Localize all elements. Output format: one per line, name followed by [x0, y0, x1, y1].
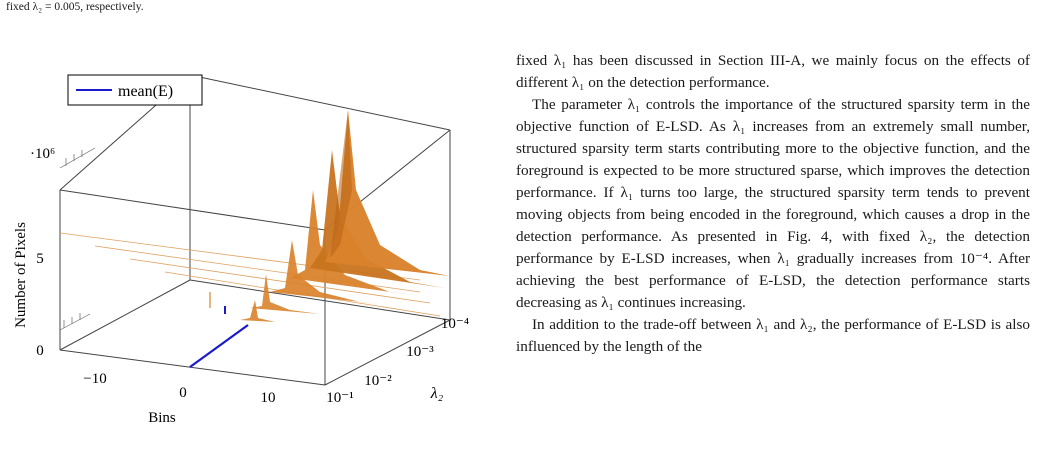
xlabel: Bins — [148, 410, 176, 426]
ylabel: Number of Pixels — [13, 222, 29, 328]
histogram-3d-figure: 0 5 ·10⁶ −10 0 10 10⁻⁴ 10⁻³ 10⁻² 10⁻¹ Nu… — [0, 30, 470, 450]
paragraph-3: In addition to the trade-off between λ₁ … — [516, 316, 1030, 355]
y-tick-0: 0 — [36, 343, 44, 359]
mean-e-line — [189, 324, 249, 368]
surface-lambda-1e-2 — [250, 274, 320, 314]
legend-label: mean(E) — [118, 83, 173, 100]
z-tick-1e-4: 10⁻⁴ — [441, 316, 469, 332]
x-tick-0: 0 — [179, 385, 187, 401]
minor-ticks — [59, 147, 96, 331]
y-tick-5: 5 — [36, 251, 44, 267]
legend: mean(E) — [67, 74, 203, 106]
spikes — [209, 292, 226, 314]
z-tick-1e-3: 10⁻³ — [406, 344, 434, 360]
surface-lambda-1e-4 — [325, 110, 450, 276]
paragraph-1: fixed λ₁ has been discussed in Section I… — [516, 52, 1030, 91]
scale-label: ·10⁶ — [30, 146, 55, 162]
x-tick-10: 10 — [261, 390, 276, 406]
paragraph-2: The parameter λ₁ controls the importance… — [516, 96, 1030, 311]
caption-fragment: fixed λ₂ = 0.005, respectively. — [6, 1, 144, 13]
z-tick-1e-1: 10⁻¹ — [326, 390, 353, 406]
x-tick-neg10: −10 — [83, 371, 106, 387]
surface-lambda-1e-1 — [240, 300, 275, 322]
histogram-3d-plot: 0 5 ·10⁶ −10 0 10 10⁻⁴ 10⁻³ 10⁻² 10⁻¹ Nu… — [13, 74, 469, 426]
surface-lambda-3e-3 — [270, 240, 380, 304]
body-text-column: fixed λ₁ has been discussed in Section I… — [516, 50, 1030, 358]
surface-shade — [330, 110, 352, 258]
zlabel: λ₂ — [430, 385, 444, 402]
z-tick-1e-2: 10⁻² — [364, 373, 392, 389]
histogram-surfaces — [240, 110, 450, 322]
axis-box — [59, 74, 451, 386]
